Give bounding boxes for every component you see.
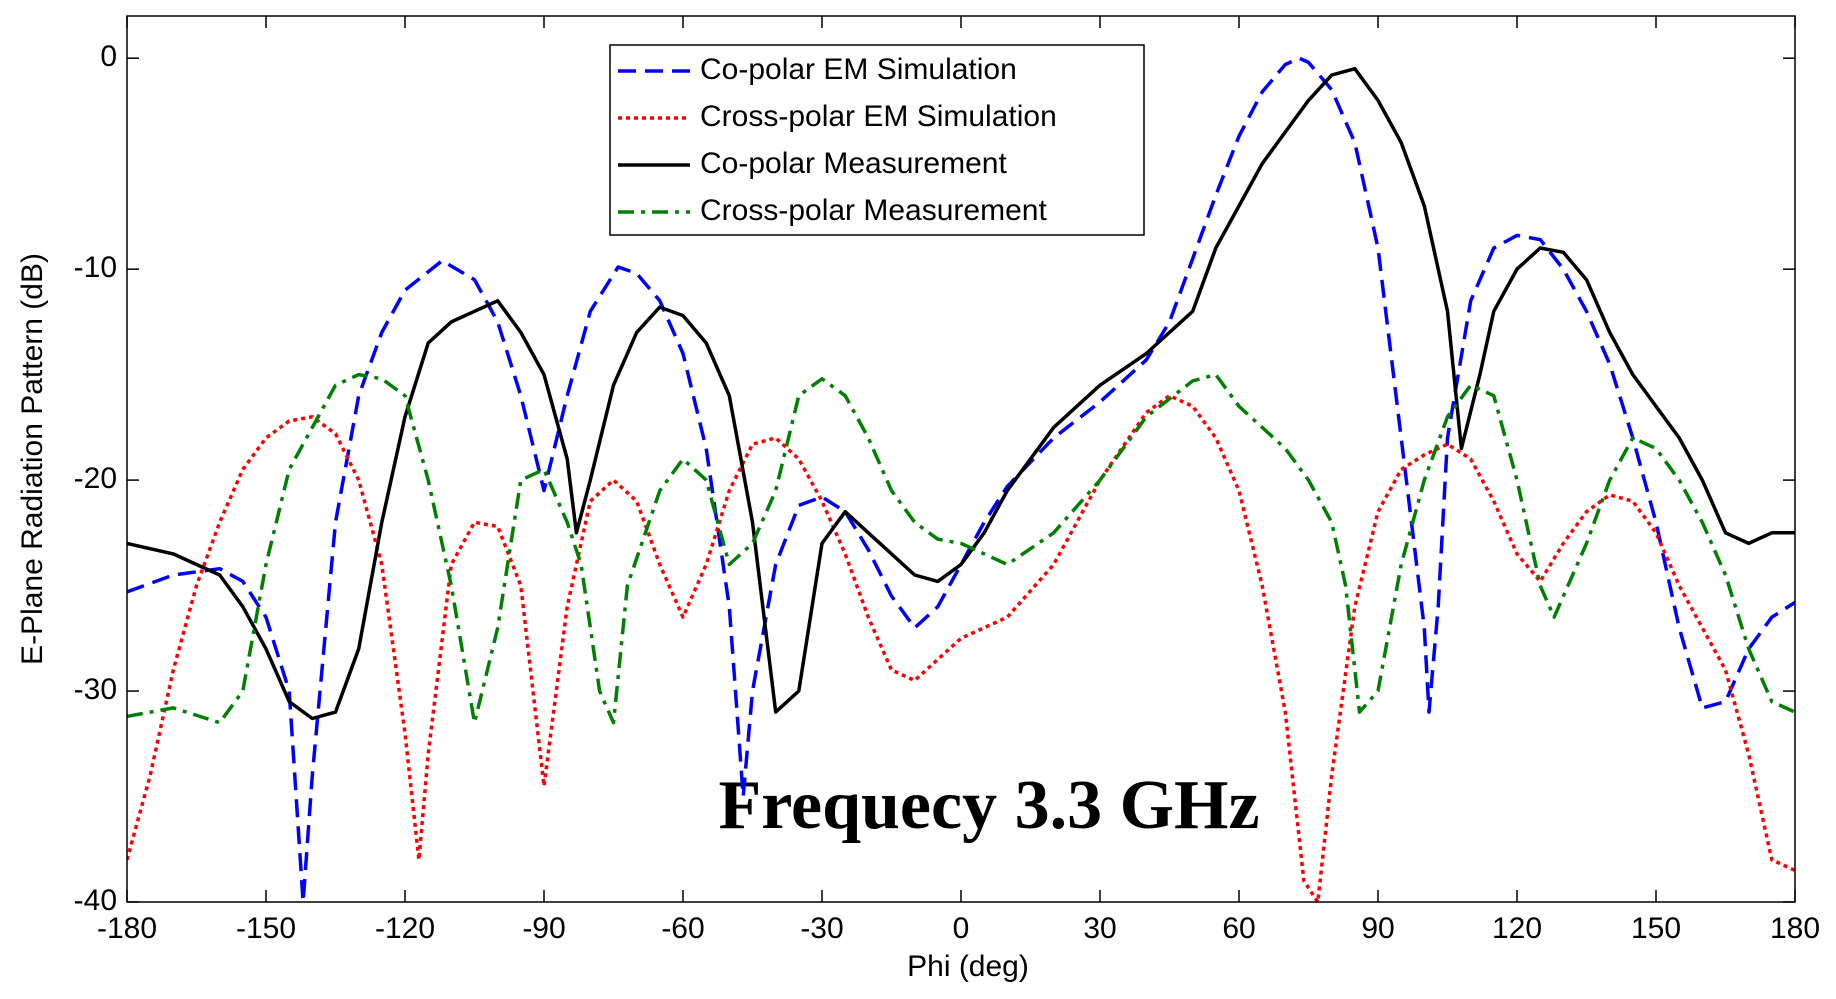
legend-box	[609, 44, 1145, 236]
x-tick-label: -150	[236, 912, 296, 945]
legend-label: Cross-polar EM Simulation	[700, 100, 1057, 133]
legend-label: Co-polar Measurement	[700, 147, 1007, 180]
x-tick-label: 60	[1222, 912, 1255, 945]
x-tick-label: 180	[1770, 912, 1820, 945]
y-tick-label: -10	[74, 251, 117, 284]
series-line	[127, 66, 1795, 721]
y-tick-label: 0	[100, 40, 117, 73]
annotation: Frequecy 3.3 GHz	[718, 767, 1259, 844]
y-axis-label: E-Plane Radiation Pattern (dB)	[16, 253, 49, 665]
legend-label: Co-polar EM Simulation	[700, 53, 1017, 86]
y-tick-label: -40	[74, 884, 117, 917]
legend-label: Cross-polar Measurement	[700, 194, 1047, 227]
series-line	[127, 56, 1795, 902]
y-tick-label: -20	[74, 462, 117, 495]
x-axis-label: Phi (deg)	[907, 950, 1029, 983]
x-tick-label: -60	[661, 912, 704, 945]
series-line	[127, 372, 1795, 725]
x-tick-label: 30	[1083, 912, 1116, 945]
x-tick-label: -30	[800, 912, 843, 945]
plot-frame	[126, 15, 1796, 903]
y-tick-label: -30	[74, 673, 117, 706]
x-tick-label: 150	[1631, 912, 1681, 945]
plot-lines	[127, 56, 1795, 902]
x-tick-label: 0	[953, 912, 970, 945]
x-tick-label: 90	[1361, 912, 1394, 945]
x-tick-label: -180	[97, 912, 157, 945]
x-tick-label: -120	[375, 912, 435, 945]
x-tick-label: 120	[1492, 912, 1542, 945]
x-tick-label: -90	[522, 912, 565, 945]
